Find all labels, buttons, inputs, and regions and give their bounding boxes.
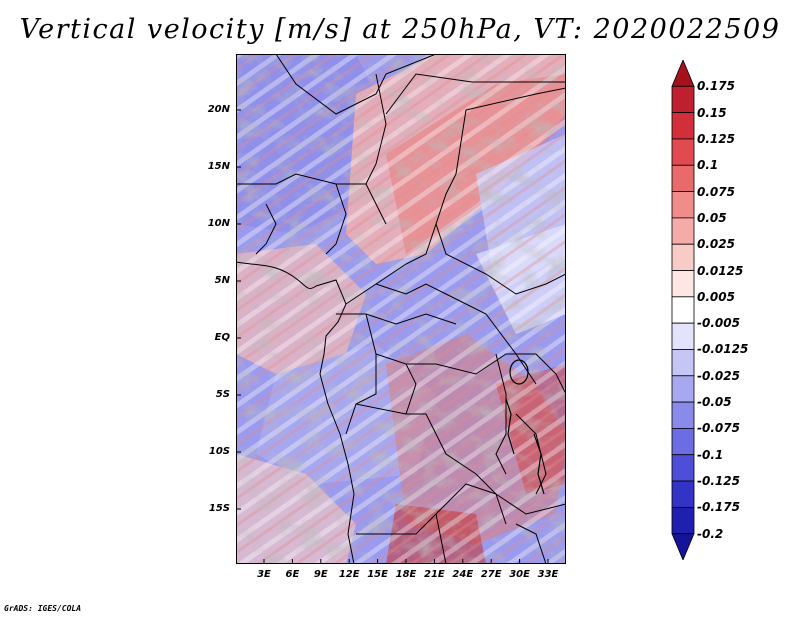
colorbar-swatch xyxy=(671,243,695,271)
colorbar-swatch xyxy=(671,428,695,456)
colorbar-label: -0.005 xyxy=(697,316,740,331)
colorbar-label: 0.1 xyxy=(697,158,719,173)
colorbar-swatch xyxy=(671,164,695,192)
longitude-label: 12E xyxy=(338,569,360,580)
latitude-label: 15S xyxy=(208,503,230,514)
colorbar xyxy=(671,60,695,560)
colorbar-swatch xyxy=(671,60,695,87)
map-panel xyxy=(236,54,566,564)
vertical-velocity-map xyxy=(236,54,566,564)
lakes xyxy=(505,359,545,495)
colorbar-label: 0.05 xyxy=(697,210,727,225)
colorbar-label: 0.075 xyxy=(697,184,735,199)
grads-credit: GrADS: IGES/COLA xyxy=(4,604,82,613)
colorbar-label: -0.175 xyxy=(697,500,740,515)
latitude-label: 20N xyxy=(207,104,230,115)
map-frame xyxy=(236,54,566,564)
axis-ticks xyxy=(236,109,549,564)
longitude-label: 18E xyxy=(395,569,417,580)
latitude-label: EQ xyxy=(214,332,230,343)
colorbar-label: -0.075 xyxy=(697,421,740,436)
latitude-label: 10N xyxy=(207,218,230,229)
colorbar-label: 0.0125 xyxy=(697,263,744,278)
colorbar-label: -0.0125 xyxy=(697,342,749,357)
longitude-label: 30E xyxy=(509,569,530,580)
colorbar-label: -0.05 xyxy=(697,395,732,410)
colorbar-swatch xyxy=(671,270,695,298)
latitude-label: 5N xyxy=(214,275,230,286)
colorbar-swatch xyxy=(671,85,695,114)
colorbar-label: -0.025 xyxy=(697,368,740,383)
colorbar-label: 0.125 xyxy=(697,131,735,146)
longitude-label: 21E xyxy=(424,569,445,580)
colorbar-swatch xyxy=(671,401,695,429)
latitude-label: 15N xyxy=(207,161,230,172)
colorbar-swatch xyxy=(671,349,695,377)
colorbar-swatch xyxy=(671,191,695,219)
longitude-label: 27E xyxy=(480,569,502,580)
colorbar-swatch xyxy=(671,138,695,166)
longitude-label: 33E xyxy=(537,569,559,580)
colorbar-label: -0.125 xyxy=(697,474,740,489)
longitude-label: 15E xyxy=(367,569,388,580)
colorbar-swatch xyxy=(671,533,695,560)
colorbar-swatch xyxy=(671,506,695,535)
political-borders xyxy=(236,54,566,564)
colorbar-label: 0.025 xyxy=(697,237,735,252)
latitude-label: 10S xyxy=(208,446,230,457)
field-noise xyxy=(236,54,566,564)
colorbar-swatch xyxy=(671,454,695,482)
longitude-label: 9E xyxy=(313,569,328,580)
longitude-label: 6E xyxy=(285,569,300,580)
colorbar-swatch xyxy=(671,375,695,403)
colorbar-swatch xyxy=(671,480,695,508)
colorbar-swatch xyxy=(671,217,695,245)
colorbar-label: -0.2 xyxy=(697,526,724,541)
colorbar-swatch xyxy=(671,322,695,350)
colorbar-swatch xyxy=(671,296,695,324)
longitude-label: 3E xyxy=(257,569,271,580)
map-title: Vertical velocity [m/s] at 250hPa, VT: 2… xyxy=(19,14,781,45)
longitude-label: 24E xyxy=(452,569,474,580)
colorbar-label: 0.15 xyxy=(697,105,727,120)
colorbar-label: -0.1 xyxy=(697,447,724,462)
latitude-label: 5S xyxy=(215,389,230,400)
colorbar-label: 0.175 xyxy=(697,79,735,94)
colorbar-swatch xyxy=(671,112,695,140)
colorbar-label: 0.005 xyxy=(697,289,735,304)
